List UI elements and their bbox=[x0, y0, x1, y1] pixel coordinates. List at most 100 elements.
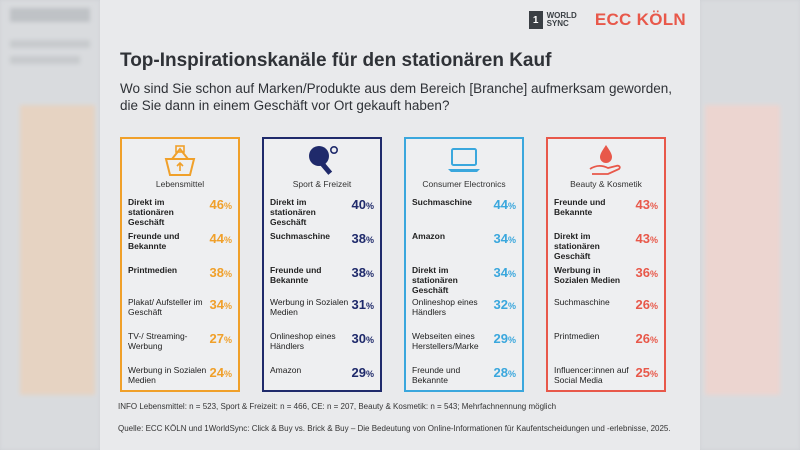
channel-value: 24% bbox=[210, 365, 232, 380]
channel-value: 25% bbox=[636, 365, 658, 380]
value-number: 28 bbox=[493, 365, 508, 380]
value-number: 24 bbox=[209, 365, 224, 380]
channel-row: Suchmaschine 26% bbox=[554, 297, 658, 325]
channel-label: TV-/ Streaming-Werbung bbox=[128, 331, 188, 351]
value-percent-sign: % bbox=[507, 201, 516, 211]
channel-row: Werbung in Sozialen Medien 36% bbox=[554, 265, 658, 293]
channel-label: Printmedien bbox=[128, 265, 178, 275]
value-number: 25 bbox=[635, 365, 650, 380]
category-column-ce: Consumer Electronics Suchmaschine 44% Amazo… bbox=[404, 137, 524, 392]
infographic-card: 1 WORLD SYNC ECC KÖLN Top-Inspirationska… bbox=[100, 0, 700, 450]
value-number: 31 bbox=[351, 297, 366, 312]
channel-row: TV-/ Streaming-Werbung 27% bbox=[128, 331, 232, 359]
channel-row: Suchmaschine 44% bbox=[412, 197, 516, 225]
channel-row: Plakat/ Aufsteller im Geschäft 34% bbox=[128, 297, 232, 325]
value-percent-sign: % bbox=[365, 301, 374, 311]
channel-label: Direkt im stationären Geschäft bbox=[554, 231, 600, 261]
channel-label: Werbung in Sozialen Medien bbox=[128, 365, 207, 385]
value-percent-sign: % bbox=[223, 301, 232, 311]
background-blur-right bbox=[700, 0, 800, 450]
value-number: 30 bbox=[351, 331, 366, 346]
value-number: 43 bbox=[635, 231, 650, 246]
value-percent-sign: % bbox=[223, 201, 232, 211]
value-percent-sign: % bbox=[365, 369, 374, 379]
value-percent-sign: % bbox=[365, 235, 374, 245]
channel-label: Werbung in Sozialen Medien bbox=[270, 297, 349, 317]
channel-label: Printmedien bbox=[554, 331, 600, 341]
value-number: 44 bbox=[209, 231, 224, 246]
channel-value: 29% bbox=[352, 365, 374, 380]
background-blur-left bbox=[0, 0, 100, 450]
hand-drop-icon bbox=[548, 143, 664, 177]
category-column-sport: Sport & Freizeit Direkt im stationären Ge… bbox=[262, 137, 382, 392]
channel-label: Direkt im stationären Geschäft bbox=[128, 197, 174, 227]
channel-label: Freunde und Bekannte bbox=[554, 197, 606, 217]
value-percent-sign: % bbox=[507, 335, 516, 345]
channel-label: Onlineshop eines Händlers bbox=[412, 297, 478, 317]
channel-value: 28% bbox=[494, 365, 516, 380]
channel-row: Onlineshop eines Händlers 32% bbox=[412, 297, 516, 325]
channel-label: Direkt im stationären Geschäft bbox=[412, 265, 458, 295]
channel-row: Suchmaschine 38% bbox=[270, 231, 374, 259]
channel-value: 44% bbox=[210, 231, 232, 246]
worldsync-logo: 1 WORLD SYNC bbox=[528, 11, 577, 29]
value-number: 40 bbox=[351, 197, 366, 212]
channel-value: 34% bbox=[494, 231, 516, 246]
info-note: INFO Lebensmittel: n = 523, Sport & Frei… bbox=[118, 402, 557, 411]
page-subtitle: Wo sind Sie schon auf Marken/Produkte au… bbox=[120, 81, 673, 113]
table-tennis-icon bbox=[264, 143, 380, 177]
value-number: 26 bbox=[635, 297, 650, 312]
worldsync-text-1: WORLD bbox=[546, 11, 577, 20]
value-percent-sign: % bbox=[507, 369, 516, 379]
value-number: 38 bbox=[351, 265, 366, 280]
category-label: Consumer Electronics bbox=[422, 179, 506, 189]
channel-row: Freunde und Bekannte 44% bbox=[128, 231, 232, 259]
value-number: 26 bbox=[635, 331, 650, 346]
category-label: Lebensmittel bbox=[155, 179, 205, 189]
value-number: 29 bbox=[351, 365, 366, 380]
value-percent-sign: % bbox=[507, 269, 516, 279]
value-percent-sign: % bbox=[365, 269, 374, 279]
channel-label: Freunde und Bekannte bbox=[270, 265, 322, 285]
channel-value: 40% bbox=[352, 197, 374, 212]
value-number: 38 bbox=[209, 265, 224, 280]
value-percent-sign: % bbox=[365, 335, 374, 345]
category-label: Beauty & Kosmetik bbox=[570, 179, 642, 189]
channel-value: 36% bbox=[636, 265, 658, 280]
channel-value: 34% bbox=[210, 297, 232, 312]
channel-label: Webseiten eines Herstellers/Marke bbox=[412, 331, 479, 351]
channel-row: Onlineshop eines Händlers 30% bbox=[270, 331, 374, 359]
channel-label: Amazon bbox=[270, 365, 302, 375]
channel-row: Amazon 29% bbox=[270, 365, 374, 393]
value-number: 34 bbox=[493, 265, 508, 280]
channel-row: Direkt im stationären Geschäft 46% bbox=[128, 197, 232, 227]
category-column-lebensmittel: Lebensmittel Direkt im stationären Geschä… bbox=[120, 137, 240, 392]
basket-icon bbox=[122, 143, 238, 177]
channel-value: 43% bbox=[636, 231, 658, 246]
value-percent-sign: % bbox=[649, 369, 658, 379]
channel-value: 26% bbox=[636, 331, 658, 346]
value-number: 36 bbox=[635, 265, 650, 280]
channel-value: 38% bbox=[352, 231, 374, 246]
channel-row: Direkt im stationären Geschäft 40% bbox=[270, 197, 374, 227]
category-column-beauty: Beauty & Kosmetik Freunde und Bekannte 43%… bbox=[546, 137, 666, 392]
channel-value: 29% bbox=[494, 331, 516, 346]
channel-row: Freunde und Bekannte 28% bbox=[412, 365, 516, 393]
channel-row: Printmedien 26% bbox=[554, 331, 658, 359]
source-note: Quelle: ECC KÖLN und 1WorldSync: Click &… bbox=[118, 424, 671, 433]
channel-label: Influencer:innen auf Social Media bbox=[554, 365, 629, 385]
worldsync-mark: 1 bbox=[528, 11, 543, 29]
value-percent-sign: % bbox=[649, 269, 658, 279]
logo-bar: 1 WORLD SYNC ECC KÖLN bbox=[528, 10, 686, 30]
channel-row: Freunde und Bekannte 38% bbox=[270, 265, 374, 293]
channel-row: Werbung in Sozialen Medien 31% bbox=[270, 297, 374, 325]
value-number: 29 bbox=[493, 331, 508, 346]
category-label: Sport & Freizeit bbox=[292, 179, 352, 189]
value-percent-sign: % bbox=[223, 269, 232, 279]
channel-row: Amazon 34% bbox=[412, 231, 516, 259]
channel-label: Onlineshop eines Händlers bbox=[270, 331, 336, 351]
channel-value: 30% bbox=[352, 331, 374, 346]
value-percent-sign: % bbox=[649, 201, 658, 211]
value-percent-sign: % bbox=[507, 301, 516, 311]
value-percent-sign: % bbox=[223, 235, 232, 245]
